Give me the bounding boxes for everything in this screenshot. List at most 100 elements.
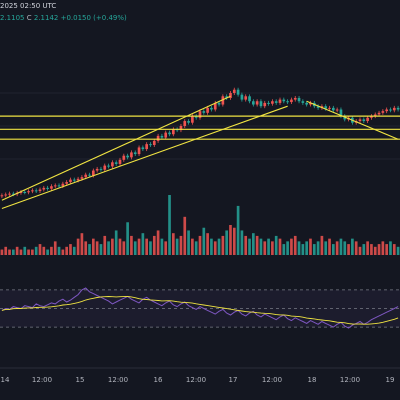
candle-body (12, 193, 15, 195)
candle-body (286, 101, 289, 103)
candle-body (160, 135, 164, 138)
volume-bar (286, 241, 289, 255)
volume-bar (392, 244, 396, 255)
volume-bar (137, 238, 141, 255)
candle (225, 94, 228, 100)
candle (126, 153, 129, 160)
candle (118, 157, 122, 166)
candle (42, 185, 46, 192)
candle-body (210, 107, 213, 110)
volume-bar (0, 249, 4, 255)
volume-bar (156, 230, 160, 255)
candle-body (271, 101, 274, 104)
close-label: C (26, 14, 32, 22)
volume-bar (50, 246, 53, 255)
volume-bar (88, 244, 91, 255)
candle-body (278, 99, 282, 103)
candle (385, 107, 388, 114)
candle-body (31, 190, 34, 192)
candle-body (145, 144, 148, 150)
candle-body (92, 170, 95, 176)
close-value: 2.1142 (33, 14, 59, 22)
candle-body (267, 102, 270, 104)
candle-body (293, 97, 297, 100)
candle (362, 117, 366, 124)
volume-bar (179, 235, 183, 255)
volume-bar (76, 238, 80, 255)
volume-bar (99, 244, 103, 255)
candle (111, 160, 114, 169)
volume-bar (126, 222, 129, 255)
candle-body (4, 194, 8, 196)
candle-body (206, 107, 209, 113)
time-tick-label: 12:00 (108, 376, 128, 384)
candle (103, 163, 107, 172)
candle-body (118, 159, 122, 164)
candle-body (111, 162, 114, 167)
candle (370, 114, 373, 120)
candle (377, 110, 381, 117)
candle-body (57, 185, 61, 187)
volume-bar (339, 238, 343, 255)
candle-body (19, 192, 23, 193)
volume-bar (206, 233, 209, 255)
candle (335, 107, 339, 113)
candle-body (172, 129, 175, 135)
time-tick-label: 14 (1, 376, 10, 384)
candle (164, 130, 168, 140)
volume-bar (194, 241, 198, 255)
time-tick-label: 12:00 (262, 376, 282, 384)
candle-body (183, 121, 187, 126)
candle (252, 99, 255, 107)
volume-bar (103, 235, 107, 255)
volume-bar (72, 246, 76, 255)
volume-bar (95, 241, 99, 255)
candle (240, 92, 244, 102)
candle (31, 188, 34, 194)
volume-bar (202, 227, 206, 255)
candle (187, 119, 190, 125)
candle (286, 99, 289, 105)
volume-bar (301, 244, 305, 255)
candle (168, 130, 171, 137)
volume-bar (213, 241, 217, 255)
volume-bar (38, 244, 42, 255)
candle (202, 109, 206, 115)
time-tick-label: 12:00 (186, 376, 206, 384)
candle-body (103, 165, 107, 170)
volume-bar (351, 238, 354, 255)
timestamp-label: 2025 02:50 UTC (0, 2, 57, 10)
volume-bar (27, 249, 30, 255)
candle (145, 142, 148, 152)
trendline (306, 100, 399, 140)
candle-body (23, 192, 27, 193)
volume-bar (187, 230, 190, 255)
volume-bar (191, 238, 194, 255)
candle (172, 127, 175, 137)
volume-bars (0, 195, 400, 255)
candle (263, 100, 267, 109)
candle-body (27, 191, 30, 193)
candle (198, 109, 202, 120)
time-tick-label: 18 (308, 376, 317, 384)
volume-bar (8, 249, 11, 255)
volume-bar (4, 246, 8, 255)
candle (152, 138, 156, 147)
volume-bar (183, 216, 187, 255)
candle-body (46, 187, 49, 189)
candle-body (168, 132, 171, 135)
candle (57, 183, 61, 189)
candle (293, 95, 297, 102)
volume-bar (12, 249, 15, 255)
candle (282, 97, 286, 104)
rsi-panel (0, 287, 400, 329)
candle (210, 105, 213, 112)
candle-body (252, 101, 255, 105)
volume-bar (263, 241, 267, 255)
candle (248, 94, 251, 104)
candle-body (274, 101, 278, 103)
candle-body (217, 102, 221, 105)
candle (297, 95, 301, 104)
